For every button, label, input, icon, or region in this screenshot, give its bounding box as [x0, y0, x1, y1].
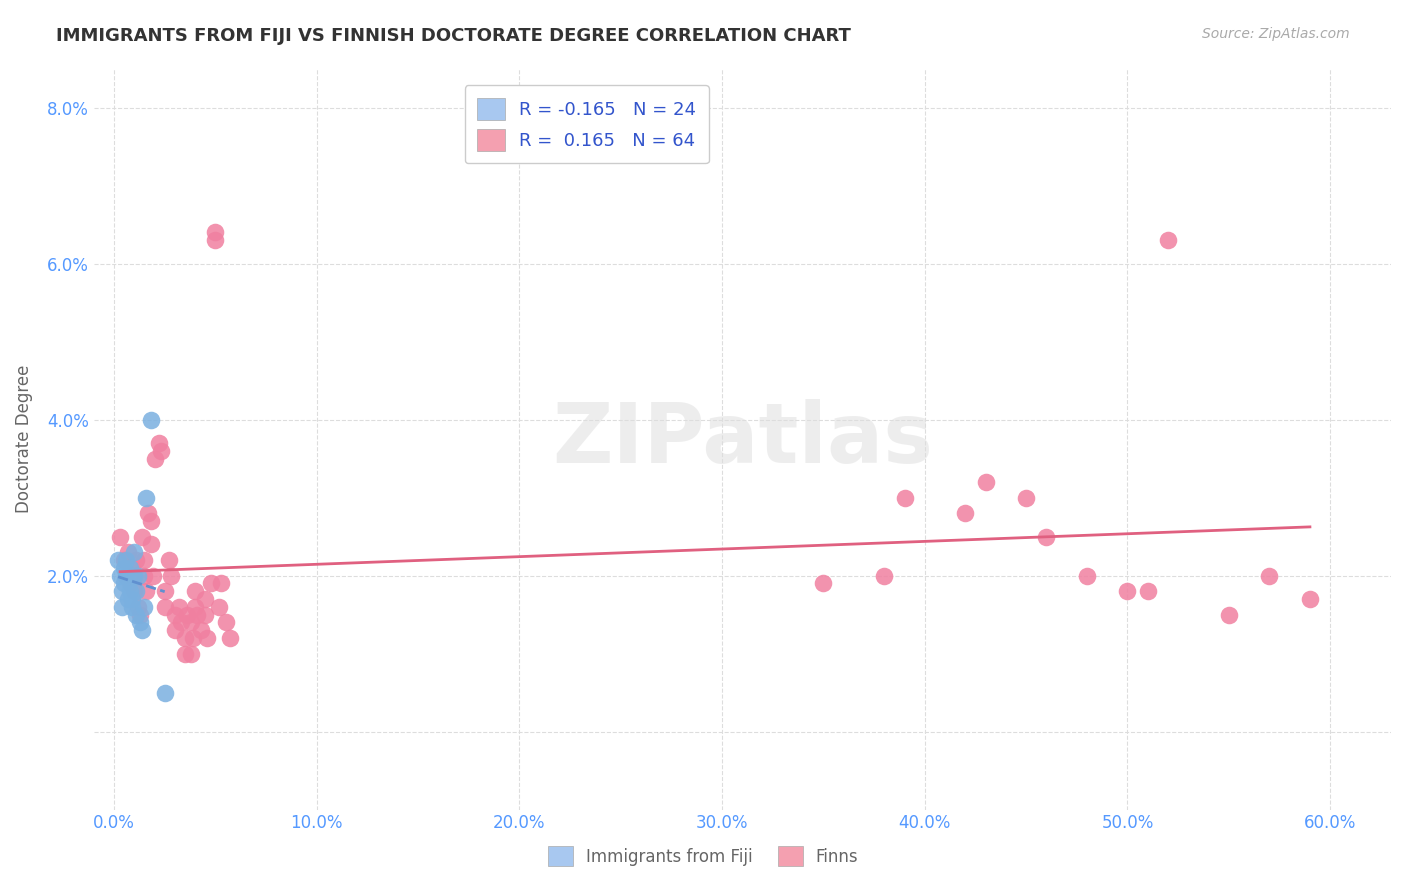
- Point: [204, 225, 226, 239]
- Point: [1157, 233, 1180, 247]
- Point: [125, 553, 148, 567]
- Point: [139, 412, 162, 426]
- Point: [181, 631, 204, 645]
- Point: [195, 631, 218, 645]
- Point: [107, 553, 129, 567]
- Point: [134, 599, 156, 614]
- Point: [208, 599, 231, 614]
- Point: [125, 584, 148, 599]
- Point: [153, 599, 176, 614]
- Point: [121, 591, 143, 606]
- Point: [180, 647, 202, 661]
- Point: [180, 615, 202, 630]
- Point: [120, 584, 142, 599]
- Point: [129, 615, 152, 630]
- Point: [141, 568, 163, 582]
- Point: [108, 568, 131, 582]
- Point: [955, 506, 977, 520]
- Point: [218, 631, 240, 645]
- Point: [186, 607, 208, 622]
- Point: [120, 576, 142, 591]
- Point: [139, 537, 162, 551]
- Point: [184, 599, 207, 614]
- Point: [111, 599, 134, 614]
- Point: [1218, 607, 1240, 622]
- Point: [112, 560, 135, 574]
- Y-axis label: Doctorate Degree: Doctorate Degree: [15, 365, 32, 513]
- Point: [124, 568, 146, 582]
- Point: [1015, 491, 1038, 505]
- Point: [131, 623, 153, 637]
- Point: [153, 584, 176, 599]
- Point: [134, 553, 156, 567]
- Text: Source: ZipAtlas.com: Source: ZipAtlas.com: [1202, 27, 1350, 41]
- Point: [1258, 568, 1281, 582]
- Point: [138, 506, 160, 520]
- Point: [148, 436, 170, 450]
- Text: IMMIGRANTS FROM FIJI VS FINNISH DOCTORATE DEGREE CORRELATION CHART: IMMIGRANTS FROM FIJI VS FINNISH DOCTORAT…: [56, 27, 851, 45]
- Point: [108, 529, 131, 543]
- Point: [974, 475, 997, 489]
- Point: [115, 553, 138, 567]
- Point: [124, 584, 146, 599]
- Point: [893, 491, 915, 505]
- Point: [1035, 529, 1057, 543]
- Point: [115, 568, 138, 582]
- Point: [121, 560, 143, 574]
- Point: [124, 545, 146, 559]
- Point: [163, 623, 186, 637]
- Point: [115, 568, 138, 582]
- Point: [159, 568, 181, 582]
- Point: [174, 647, 197, 661]
- Point: [111, 584, 134, 599]
- Point: [194, 591, 217, 606]
- Point: [121, 599, 143, 614]
- Point: [204, 233, 226, 247]
- Point: [135, 584, 157, 599]
- Point: [873, 568, 896, 582]
- Point: [117, 591, 139, 606]
- Point: [1299, 591, 1322, 606]
- Point: [135, 491, 157, 505]
- Point: [184, 584, 207, 599]
- Point: [211, 576, 233, 591]
- Point: [1116, 584, 1139, 599]
- Point: [127, 568, 149, 582]
- Text: ZIPatlas: ZIPatlas: [553, 399, 932, 480]
- Point: [124, 568, 146, 582]
- Point: [1136, 584, 1159, 599]
- Point: [174, 631, 197, 645]
- Point: [157, 553, 180, 567]
- Point: [194, 607, 217, 622]
- Point: [1076, 568, 1098, 582]
- Point: [813, 576, 835, 591]
- Point: [200, 576, 222, 591]
- Point: [131, 529, 153, 543]
- Point: [214, 615, 236, 630]
- Point: [134, 568, 156, 582]
- Point: [167, 599, 190, 614]
- Point: [129, 607, 152, 622]
- Point: [112, 576, 135, 591]
- Point: [112, 553, 135, 567]
- Point: [117, 545, 139, 559]
- Point: [139, 514, 162, 528]
- Point: [149, 443, 172, 458]
- Point: [125, 607, 148, 622]
- Point: [163, 607, 186, 622]
- Legend: Immigrants from Fiji, Finns: Immigrants from Fiji, Finns: [540, 838, 866, 875]
- Point: [190, 623, 212, 637]
- Point: [153, 685, 176, 699]
- Point: [176, 607, 198, 622]
- Point: [170, 615, 193, 630]
- Point: [127, 599, 149, 614]
- Legend: R = -0.165   N = 24, R =  0.165   N = 64: R = -0.165 N = 24, R = 0.165 N = 64: [465, 85, 709, 163]
- Point: [120, 560, 142, 574]
- Point: [143, 451, 166, 466]
